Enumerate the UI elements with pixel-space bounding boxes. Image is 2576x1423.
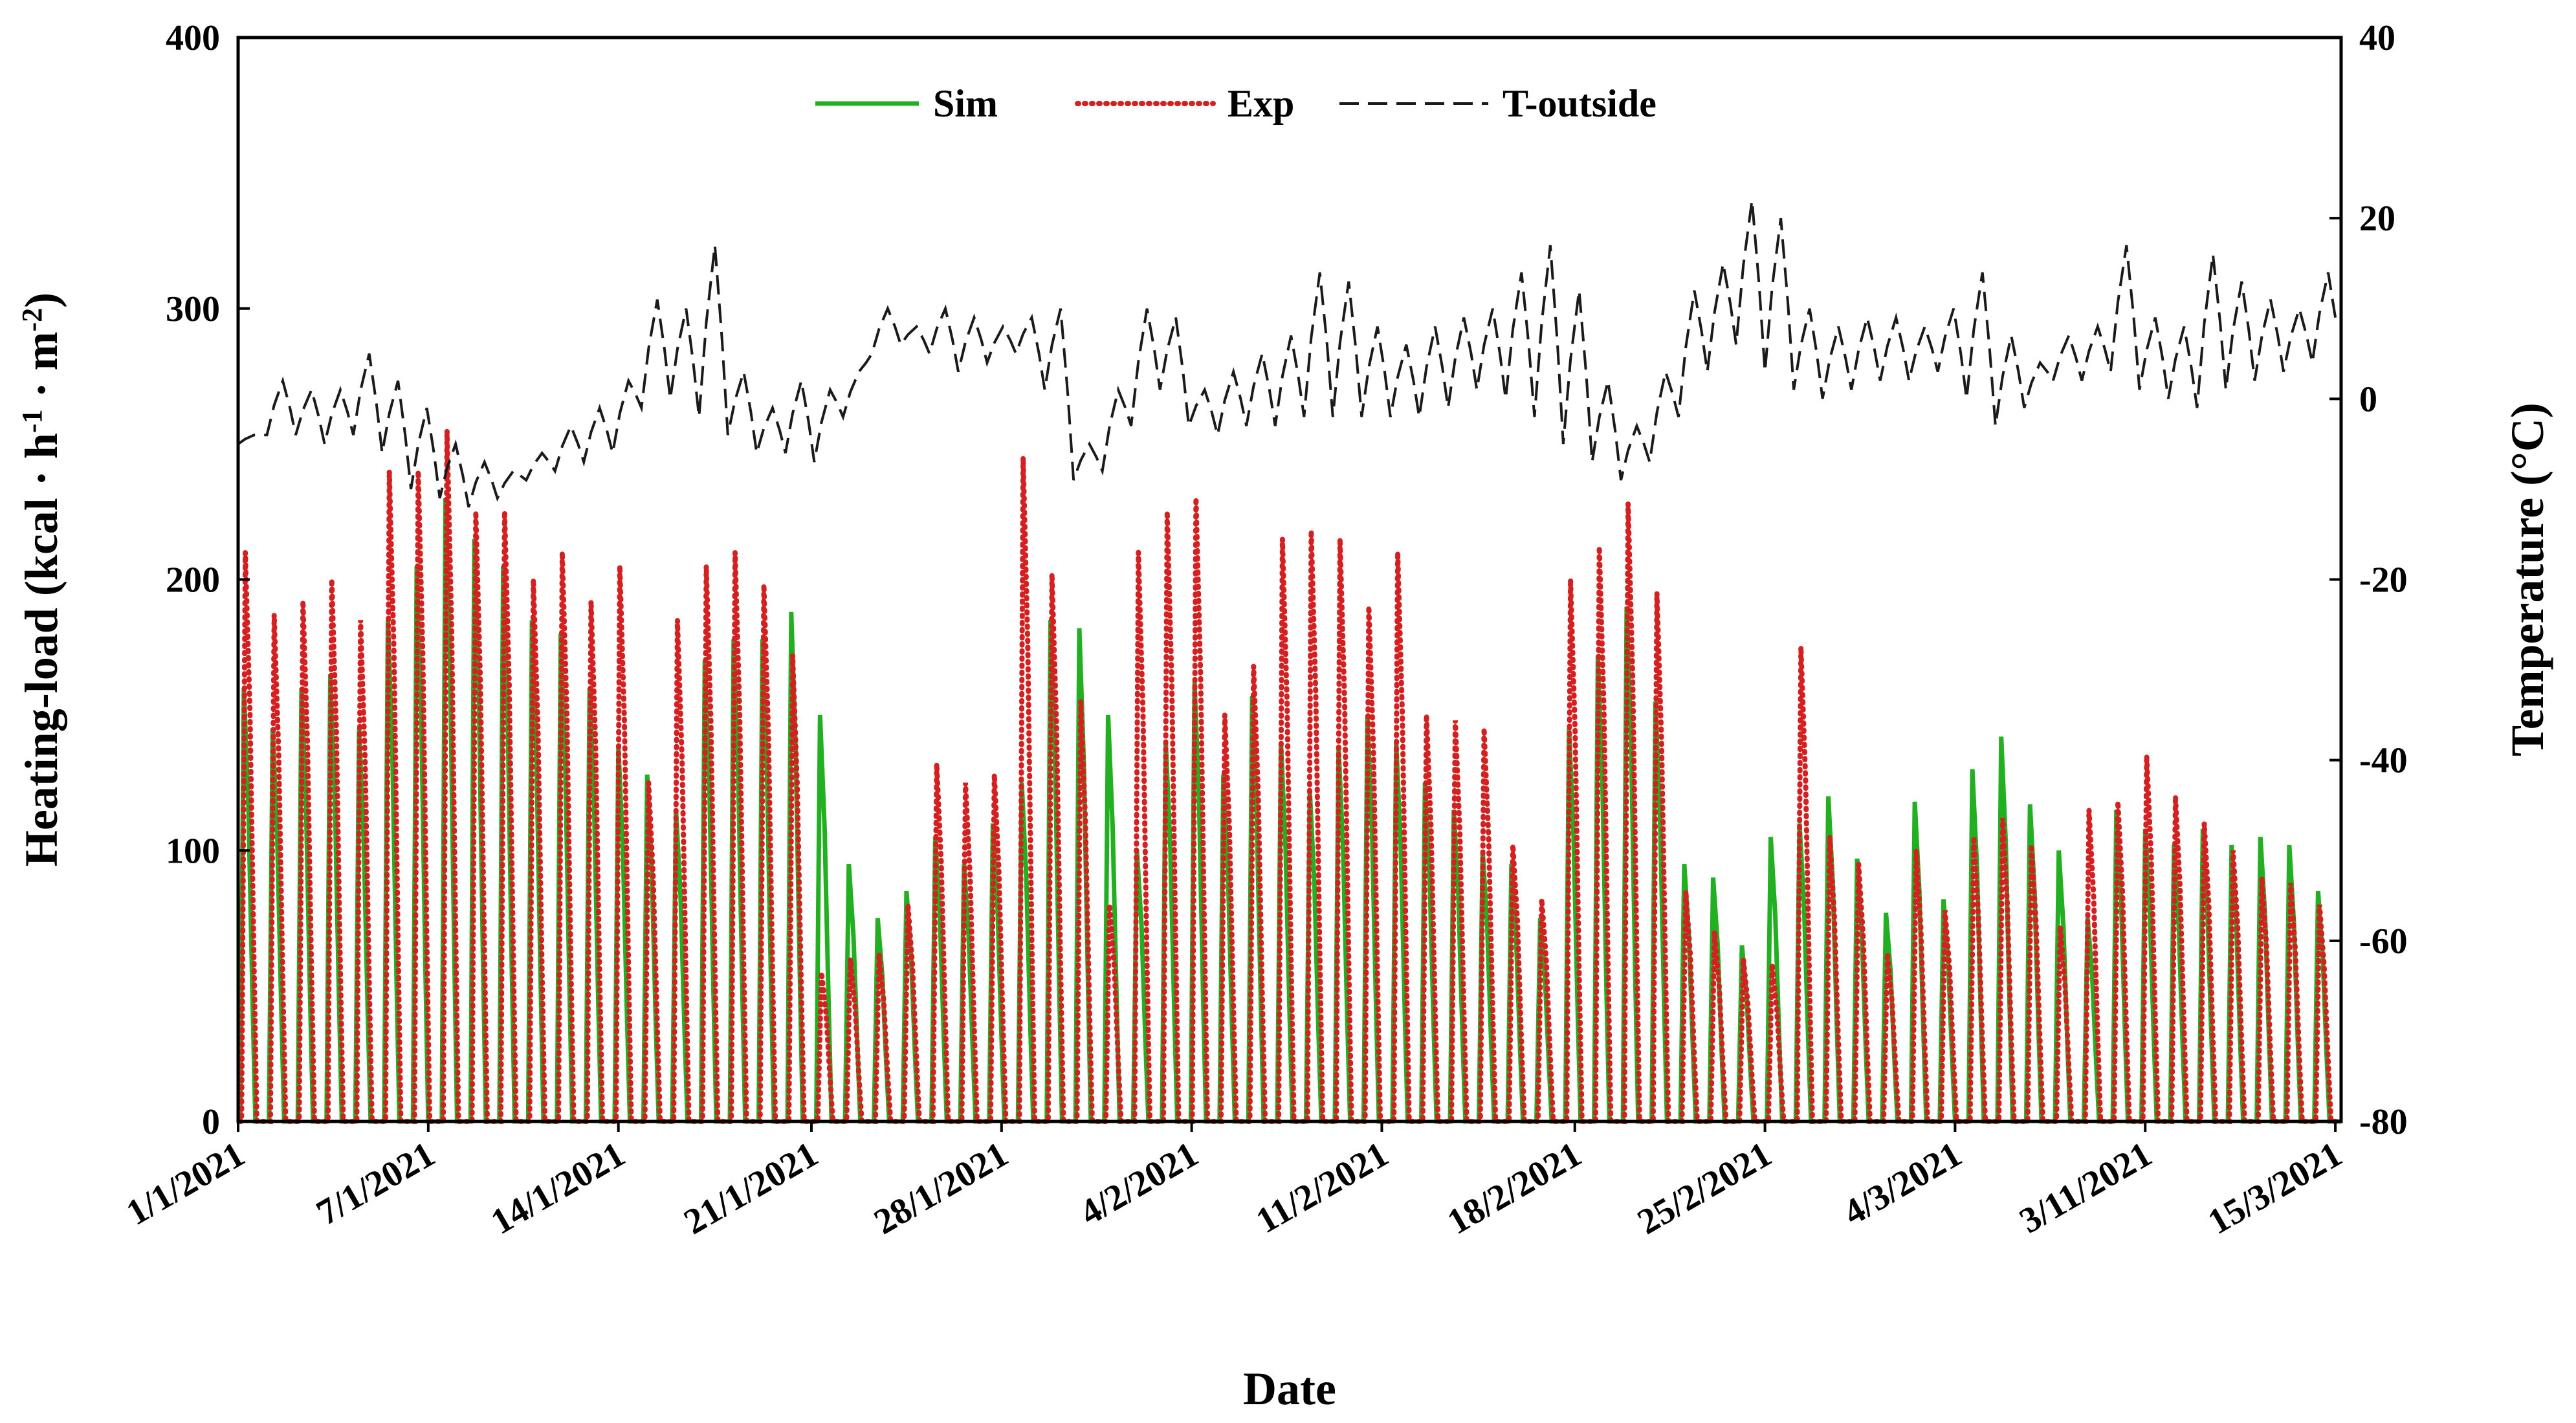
legend-t-outside-label: T-outside (1503, 82, 1657, 125)
t-outside-series-line (237, 200, 2337, 508)
right-y-axis-title: Temperature (°C) (2502, 403, 2553, 756)
left-y-tick-label: 200 (166, 560, 220, 601)
left-y-axis-title: Heating-load (kcal · h-1 · m-2) (16, 292, 67, 866)
right-y-tick-label: -80 (2359, 1102, 2408, 1142)
right-y-tick-label: 20 (2359, 199, 2395, 239)
left-y-tick-label: 400 (166, 18, 220, 58)
left-y-axis: 0 100 200 300 400 (166, 18, 250, 1142)
legend-exp-label: Exp (1227, 82, 1294, 125)
left-y-tick-label: 100 (166, 831, 220, 871)
right-y-tick-label: -40 (2359, 741, 2408, 781)
right-y-tick-label: 40 (2359, 18, 2395, 58)
x-axis-title: Date (1243, 1363, 1336, 1415)
left-y-tick-label: 0 (202, 1102, 220, 1142)
right-y-tick-label: 0 (2359, 379, 2377, 419)
right-y-tick-label: -20 (2359, 560, 2408, 601)
right-y-tick-label: -60 (2359, 921, 2408, 962)
legend: Sim Exp T-outside (815, 82, 1657, 125)
legend-sim-label: Sim (933, 82, 998, 125)
right-y-axis: -80 -60 -40 -20 0 20 40 (2329, 18, 2408, 1142)
left-y-tick-label: 300 (166, 289, 220, 329)
